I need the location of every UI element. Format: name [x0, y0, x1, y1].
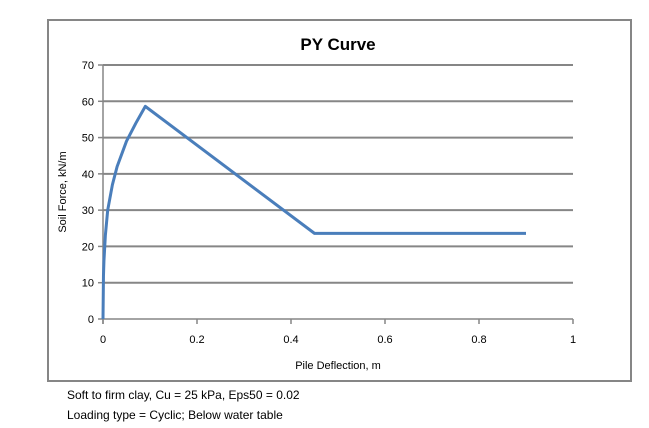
x-tick-label: 0: [100, 334, 106, 346]
chart-frame: [47, 19, 632, 382]
x-tick-label: 0.4: [283, 334, 298, 346]
caption-loading: Loading type = Cyclic; Below water table: [67, 408, 283, 422]
y-tick-label: 50: [82, 133, 94, 145]
chart-title: PY Curve: [300, 35, 375, 54]
y-tick-label: 20: [82, 241, 94, 253]
y-tick-label: 0: [88, 314, 94, 326]
x-tick-label: 0.2: [189, 334, 204, 346]
y-tick-label: 70: [82, 60, 94, 72]
y-axis-label: Soil Force, kN/m: [57, 151, 69, 232]
x-axis-label: Pile Deflection, m: [295, 360, 381, 372]
x-tick-label: 1: [570, 334, 576, 346]
series-line: [101, 104, 526, 320]
y-tick-label: 40: [82, 169, 94, 181]
y-tick-label: 60: [82, 96, 94, 108]
x-tick-label: 0.6: [377, 334, 392, 346]
y-tick-label: 30: [82, 205, 94, 217]
x-tick-label: 0.8: [471, 334, 486, 346]
y-tick-label: 10: [82, 278, 94, 290]
caption-soil: Soft to firm clay, Cu = 25 kPa, Eps50 = …: [67, 388, 300, 402]
